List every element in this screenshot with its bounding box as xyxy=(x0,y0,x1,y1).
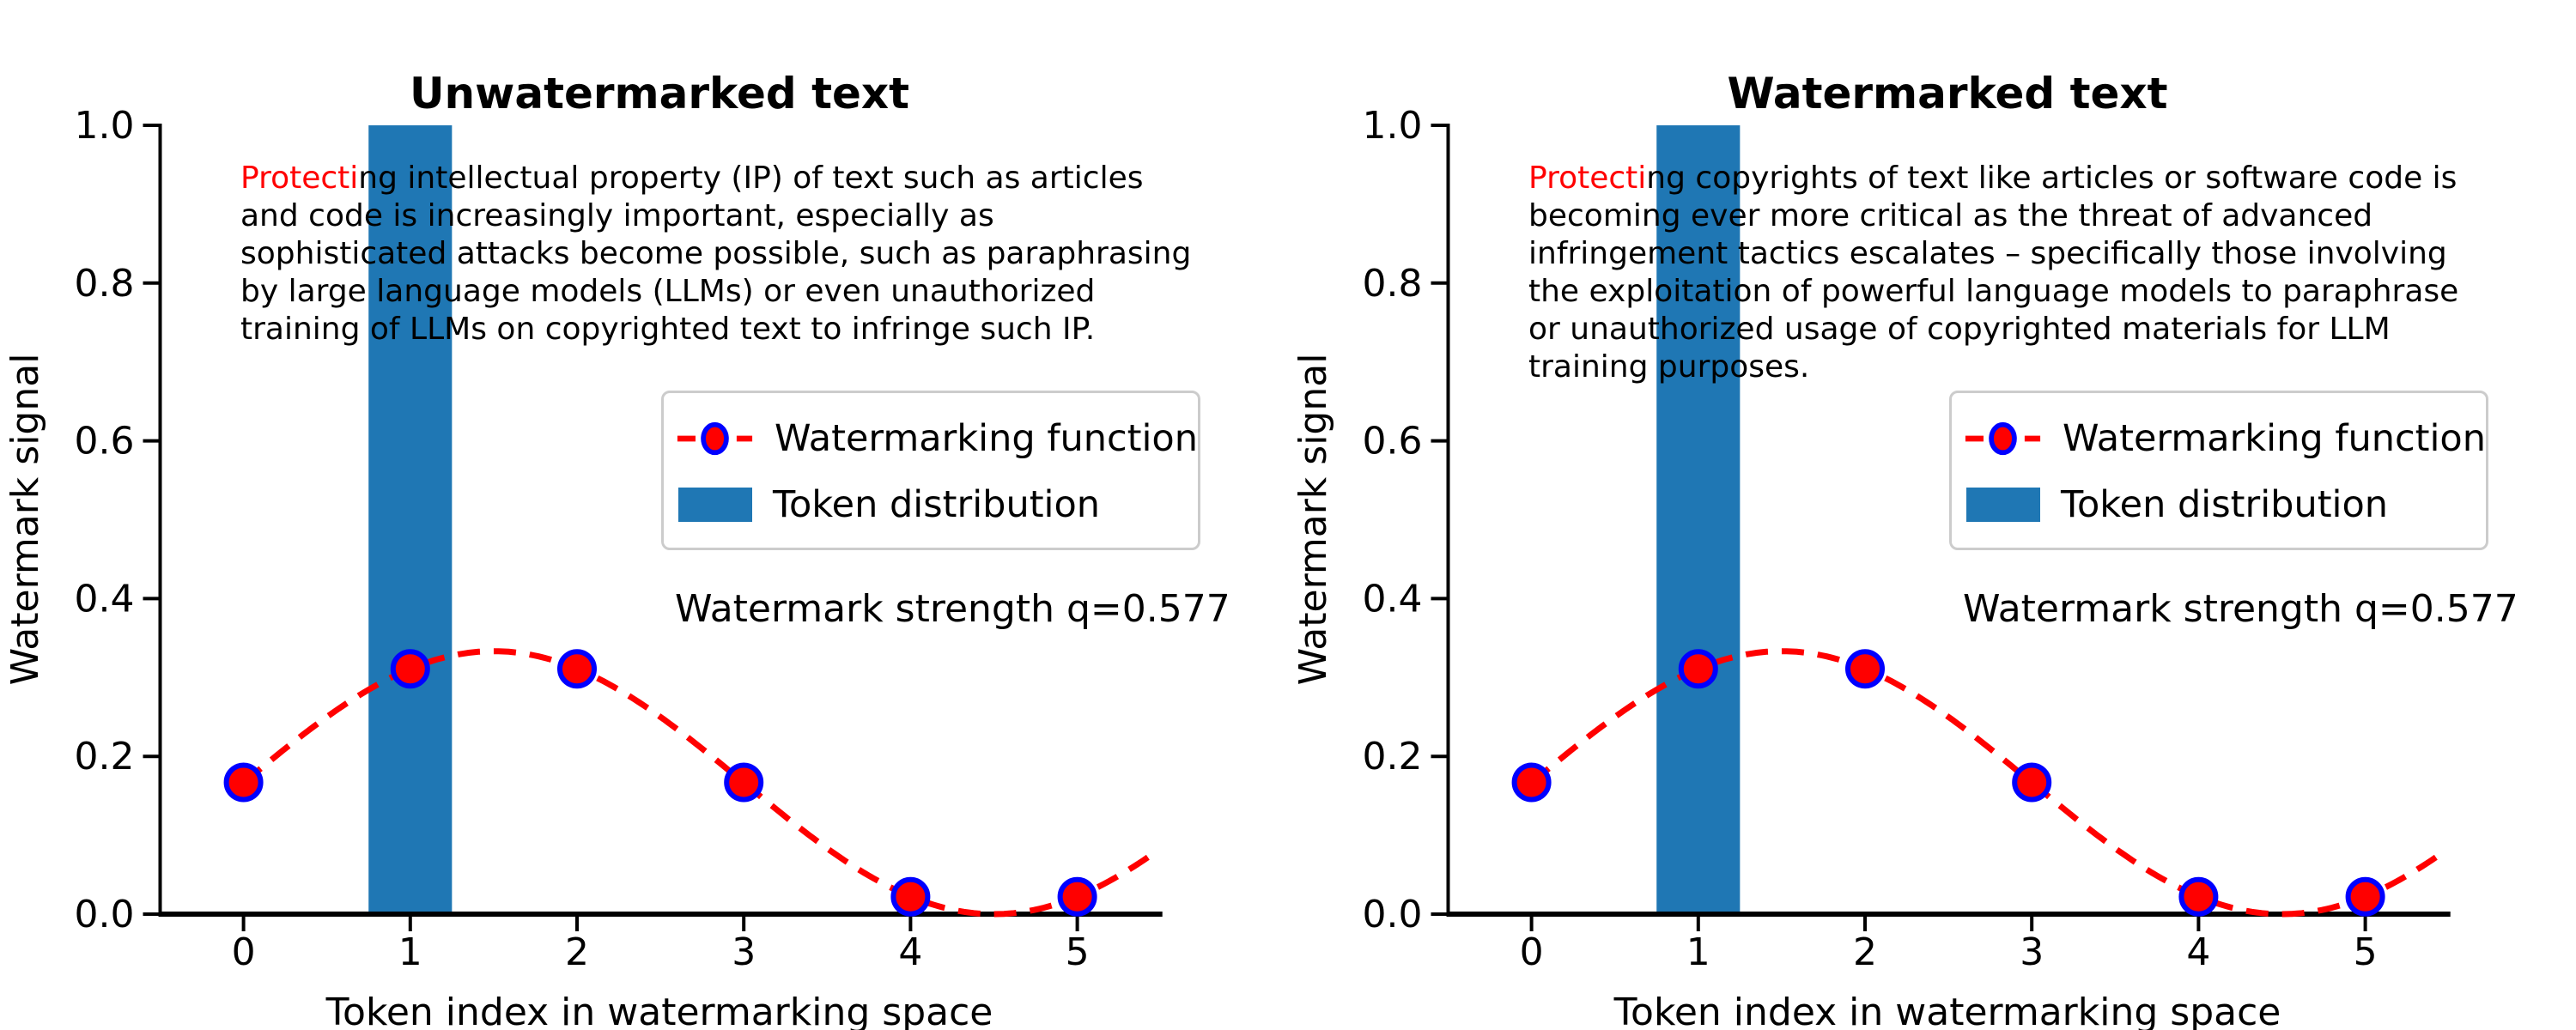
x-tick-label: 3 xyxy=(2020,930,2044,974)
legend-label-token-distribution: Token distribution xyxy=(773,482,1101,526)
axes-watermarked: 0 1 2 3 4 5 0.0 0.2 0.4 0.6 0.8 1.0 Watermarked tex… xyxy=(1291,69,2451,1030)
legend-marker-icon xyxy=(701,421,729,455)
legend-line-sample xyxy=(1965,421,2041,455)
annotation-line: by large language models (LLMs) or even … xyxy=(240,274,1096,309)
x-tick-label: 1 xyxy=(398,930,422,974)
data-point-marker xyxy=(1845,649,1885,689)
y-tick-label: 0.2 xyxy=(75,735,135,779)
subplot-unwatermarked: 0 1 2 3 4 5 0.0 0.2 0.4 0.6 0.8 1.0 Unwatermarked t… xyxy=(3,69,1230,1030)
data-point-marker xyxy=(724,762,764,803)
legend: Watermarking function Token distribution xyxy=(1949,391,2488,550)
annotation-line: training purposes. xyxy=(1528,349,1810,385)
legend-label-watermarking-function: Watermarking function xyxy=(775,416,1198,460)
data-point-marker xyxy=(1511,762,1552,803)
x-tick-label: 4 xyxy=(2186,930,2210,974)
legend-item-token-distribution: Token distribution xyxy=(676,471,1198,537)
annotation-paragraph: Protecting intellectual property (IP) of… xyxy=(240,160,1191,348)
y-tick-label: 0.4 xyxy=(1363,577,1423,621)
x-tick-label: 5 xyxy=(1066,930,1090,974)
annotation-line: sophisticated attacks become possible, s… xyxy=(240,236,1192,271)
watermark-strength-annotation: Watermark strength q=0.577 xyxy=(1963,587,2518,631)
data-point-marker xyxy=(1678,649,1718,689)
y-axis-label: Watermark signal xyxy=(3,354,47,686)
x-axis-label: Token index in watermarking space xyxy=(1613,991,2281,1030)
y-tick-label: 1.0 xyxy=(1363,104,1423,148)
x-axis-label: Token index in watermarking space xyxy=(325,991,993,1030)
y-tick-label: 0.6 xyxy=(75,420,135,464)
annotation-line: and code is increasingly important, espe… xyxy=(240,198,994,233)
y-tick-label: 0.6 xyxy=(1363,420,1423,464)
plot-area: 0 1 2 3 4 5 0.0 0.2 0.4 0.6 0.8 1.0 xyxy=(75,104,1163,974)
data-point-marker xyxy=(2012,762,2052,803)
x-tick-label: 3 xyxy=(732,930,756,974)
y-tick-label: 0.8 xyxy=(75,262,135,306)
token-distribution-bar xyxy=(1656,125,1741,914)
annotation-line: infringement tactics escalates – specifi… xyxy=(1528,236,2447,271)
data-point-marker xyxy=(390,649,430,689)
y-tick-label: 0.2 xyxy=(1363,735,1423,779)
annotation-line: training of LLMs on copyrighted text to … xyxy=(240,312,1096,347)
data-point-marker xyxy=(223,762,264,803)
data-point-marker xyxy=(890,876,931,917)
data-point-marker xyxy=(2345,876,2385,917)
x-tick-label: 4 xyxy=(898,930,922,974)
legend-item-watermarking-function: Watermarking function xyxy=(1964,405,2486,471)
legend-item-token-distribution: Token distribution xyxy=(1964,471,2486,537)
x-tick-label: 1 xyxy=(1686,930,1710,974)
panel-title: Unwatermarked text xyxy=(410,69,909,118)
y-tick-label: 1.0 xyxy=(75,104,135,148)
data-point-marker xyxy=(557,649,597,689)
y-axis-label: Watermark signal xyxy=(1291,354,1335,686)
data-point-marker xyxy=(1057,876,1097,917)
y-tick-label: 0.0 xyxy=(75,893,135,936)
legend-token-distribution-swatch xyxy=(678,487,752,522)
annotation-line: or unauthorized usage of copyrighted mat… xyxy=(1528,312,2391,347)
token-distribution-bar xyxy=(368,125,453,914)
x-tick-label: 0 xyxy=(1520,930,1544,974)
annotation-line-rest: ng copyrights of text like articles or s… xyxy=(1646,161,2458,196)
annotation-line: becoming ever more critical as the threa… xyxy=(1528,198,2373,233)
panel-title: Watermarked text xyxy=(1727,69,2167,118)
legend-item-watermarking-function: Watermarking function xyxy=(676,405,1198,471)
annotation-highlight: Protecti xyxy=(240,161,359,196)
y-tick-label: 0.8 xyxy=(1363,262,1423,306)
axes-unwatermarked: 0 1 2 3 4 5 0.0 0.2 0.4 0.6 0.8 1.0 Unwatermarked t… xyxy=(3,69,1163,1030)
y-tick-label: 0.4 xyxy=(75,577,135,621)
annotation-line: Protecting intellectual property (IP) of… xyxy=(240,160,1191,197)
plot-area: 0 1 2 3 4 5 0.0 0.2 0.4 0.6 0.8 1.0 xyxy=(1363,104,2451,974)
y-tick-label: 0.0 xyxy=(1363,893,1423,936)
x-tick-label: 2 xyxy=(1853,930,1877,974)
watermark-strength-annotation: Watermark strength q=0.577 xyxy=(675,587,1230,631)
x-tick-label: 0 xyxy=(232,930,256,974)
annotation-line-rest: ng intellectual property (IP) of text su… xyxy=(358,161,1144,196)
legend-marker-icon xyxy=(1989,421,2017,455)
legend: Watermarking function Token distribution xyxy=(661,391,1200,550)
annotation-highlight: Protecti xyxy=(1528,161,1647,196)
legend-label-token-distribution: Token distribution xyxy=(2061,482,2389,526)
subplot-watermarked: 0 1 2 3 4 5 0.0 0.2 0.4 0.6 0.8 1.0 Watermarked tex… xyxy=(1288,0,2576,1030)
annotation-paragraph: Protecting copyrights of text like artic… xyxy=(1528,160,2458,386)
data-point-marker xyxy=(2178,876,2219,917)
x-tick-label: 2 xyxy=(565,930,589,974)
annotation-line: Protecting copyrights of text like artic… xyxy=(1528,160,2458,197)
legend-label-watermarking-function: Watermarking function xyxy=(2063,416,2486,460)
annotation-line: the exploitation of powerful language mo… xyxy=(1528,274,2459,309)
x-tick-label: 5 xyxy=(2354,930,2378,974)
legend-line-sample xyxy=(677,421,753,455)
legend-token-distribution-swatch xyxy=(1966,487,2040,522)
